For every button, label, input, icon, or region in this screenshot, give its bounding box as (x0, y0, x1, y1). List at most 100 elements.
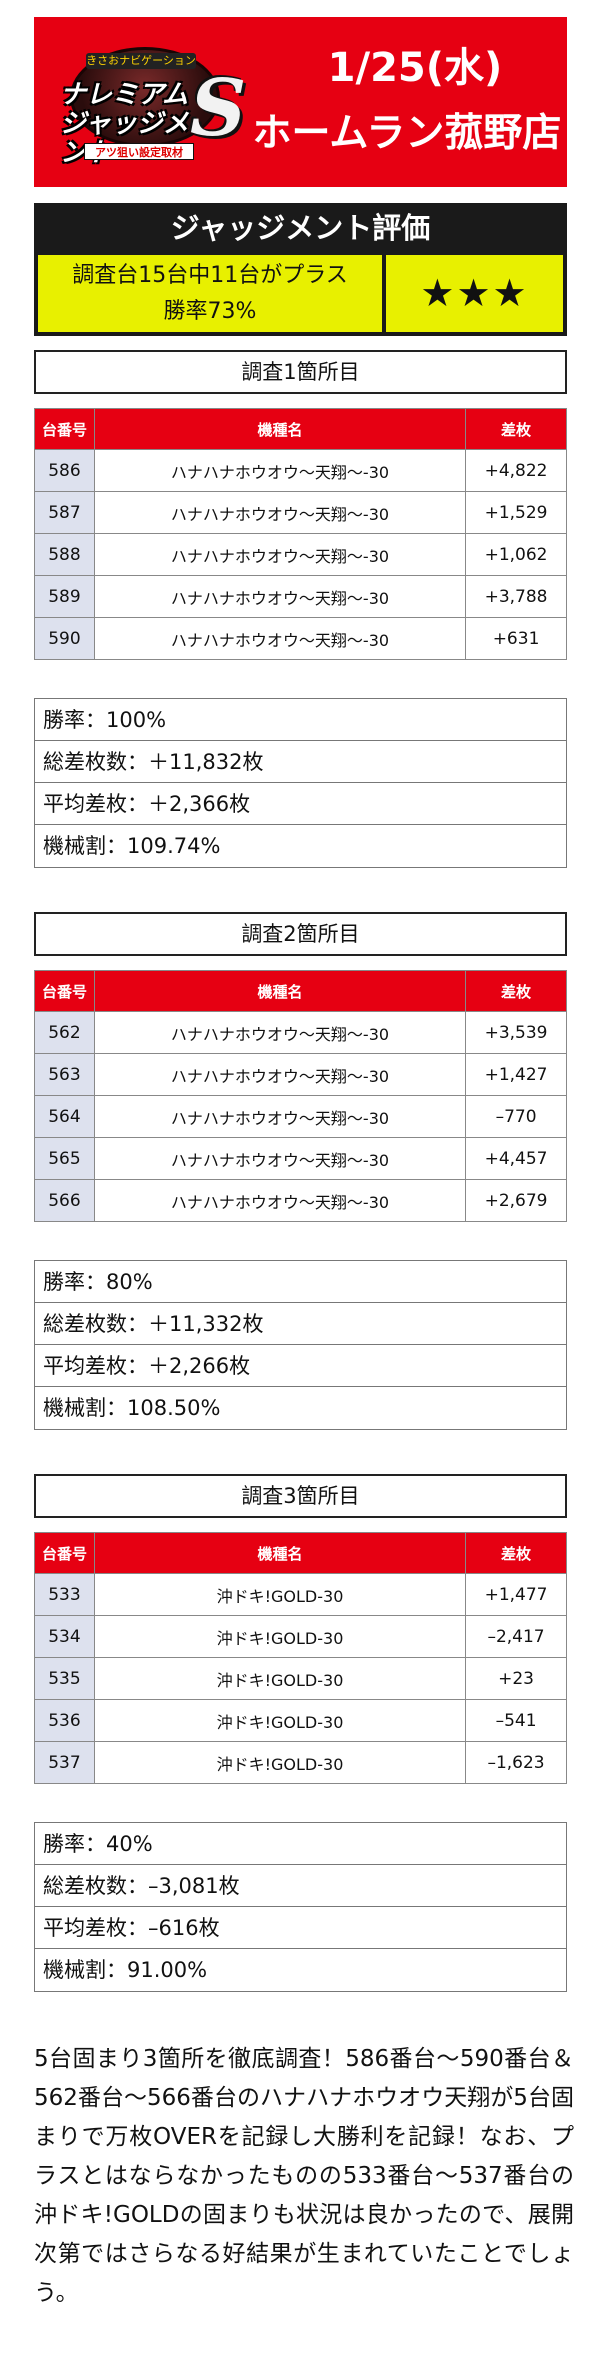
machine-name: 沖ドキ!GOLD-30 (93, 1699, 467, 1742)
coin-diff: +1,529 (465, 491, 567, 534)
machine-name: ハナハナホウオウ〜天翔〜-30 (93, 1053, 467, 1096)
machine-number: 587 (34, 491, 95, 534)
table-header-row: 台番号 機種名 差枚 (34, 970, 567, 1012)
coin-diff: +631 (465, 617, 567, 660)
machine-number: 590 (34, 617, 95, 660)
machine-name: ハナハナホウオウ〜天翔〜-30 (93, 1137, 467, 1180)
col-header-num: 台番号 (34, 408, 95, 450)
coin-diff: +1,062 (465, 533, 567, 576)
machine-name: ハナハナホウオウ〜天翔〜-30 (93, 533, 467, 576)
machine-name: 沖ドキ!GOLD-30 (93, 1657, 467, 1700)
judgement-line2: 勝率73% (163, 299, 257, 324)
machine-number: 563 (34, 1053, 95, 1096)
machine-name: 沖ドキ!GOLD-30 (93, 1741, 467, 1784)
average-diff: 平均差枚：＋2,366枚 (35, 783, 566, 825)
table-row: 588 ハナハナホウオウ〜天翔〜-30 +1,062 (34, 533, 567, 576)
section-title: 調査2箇所目 (34, 912, 567, 956)
judgement-summary: 調査台15台中11台がプラス 勝率73% (38, 255, 382, 332)
machine-name: ハナハナホウオウ〜天翔〜-30 (93, 1011, 467, 1054)
payout-rate: 機械割：109.74% (43, 834, 221, 858)
win-rate: 勝率：40% (35, 1823, 566, 1865)
stats-box: 勝率：100% 総差枚数：＋11,832枚 平均差枚：＋2,366枚 機械割：1… (34, 698, 567, 868)
machine-number: 565 (34, 1137, 95, 1180)
section-title: 調査1箇所目 (34, 350, 567, 394)
results-table: 台番号 機種名 差枚 562 ハナハナホウオウ〜天翔〜-30 +3,539 563 ハ… (34, 970, 567, 1222)
payout-rate: 機械割：108.50% (43, 1396, 221, 1420)
payout-rate: 機械割：91.00% (43, 1958, 208, 1982)
stats-box: 勝率：40% 総差枚数：–3,081枚 平均差枚：–616枚 機械割：91.00… (34, 1822, 567, 1992)
machine-number: 533 (34, 1573, 95, 1616)
machine-name: ハナハナホウオウ〜天翔〜-30 (93, 491, 467, 534)
machine-name: ハナハナホウオウ〜天翔〜-30 (93, 1095, 467, 1138)
header-banner: きさおナビゲーション ナレミアム ジャッジメント S アツ狙い設定取材 1/25… (34, 17, 567, 187)
table-row: 533 沖ドキ!GOLD-30 +1,477 (34, 1573, 567, 1616)
machine-number: 536 (34, 1699, 95, 1742)
table-row: 586 ハナハナホウオウ〜天翔〜-30 +4,822 (34, 449, 567, 492)
stats-box: 勝率：80% 総差枚数：＋11,332枚 平均差枚：＋2,266枚 機械割：10… (34, 1260, 567, 1430)
col-header-name: 機種名 (93, 1532, 467, 1574)
machine-name: ハナハナホウオウ〜天翔〜-30 (93, 1179, 467, 1222)
results-table: 台番号 機種名 差枚 586 ハナハナホウオウ〜天翔〜-30 +4,822 587 ハ… (34, 408, 567, 660)
brand-logo: きさおナビゲーション ナレミアム ジャッジメント S アツ狙い設定取材 (54, 33, 246, 171)
col-header-name: 機種名 (93, 408, 467, 450)
machine-number: 534 (34, 1615, 95, 1658)
coin-diff: +23 (465, 1657, 567, 1700)
coin-diff: +3,788 (465, 575, 567, 618)
logo-tag: きさおナビゲーション (86, 53, 196, 69)
table-row: 536 沖ドキ!GOLD-30 –541 (34, 1699, 567, 1742)
machine-name: ハナハナホウオウ〜天翔〜-30 (93, 575, 467, 618)
machine-name: 沖ドキ!GOLD-30 (93, 1615, 467, 1658)
win-rate: 勝率：80% (35, 1261, 566, 1303)
summary-text: 5台固まり3箇所を徹底調査！586番台〜590番台＆562番台〜566番台のハナ… (34, 2046, 574, 2306)
coin-diff: +1,477 (465, 1573, 567, 1616)
machine-number: 562 (34, 1011, 95, 1054)
table-row: 534 沖ドキ!GOLD-30 –2,417 (34, 1615, 567, 1658)
machine-number: 564 (34, 1095, 95, 1138)
machine-number: 566 (34, 1179, 95, 1222)
results-table: 台番号 機種名 差枚 533 沖ドキ!GOLD-30 +1,477 534 沖ドキ!G… (34, 1532, 567, 1784)
machine-number: 535 (34, 1657, 95, 1700)
coin-diff: –1,623 (465, 1741, 567, 1784)
table-row: 562 ハナハナホウオウ〜天翔〜-30 +3,539 (34, 1011, 567, 1054)
win-rate: 勝率：100% (35, 699, 566, 741)
col-header-num: 台番号 (34, 1532, 95, 1574)
machine-number: 588 (34, 533, 95, 576)
col-header-diff: 差枚 (465, 1532, 567, 1574)
report-date: 1/25(水) (327, 45, 503, 91)
coin-diff: +4,822 (465, 449, 567, 492)
total-diff: 総差枚数：–3,081枚 (35, 1865, 566, 1907)
coin-diff: –2,417 (465, 1615, 567, 1658)
table-row: 590 ハナハナホウオウ〜天翔〜-30 +631 (34, 617, 567, 660)
table-row: 587 ハナハナホウオウ〜天翔〜-30 +1,529 (34, 491, 567, 534)
machine-name: ハナハナホウオウ〜天翔〜-30 (93, 449, 467, 492)
table-row: 564 ハナハナホウオウ〜天翔〜-30 –770 (34, 1095, 567, 1138)
total-diff: 総差枚数：＋11,332枚 (35, 1303, 566, 1345)
col-header-diff: 差枚 (465, 408, 567, 450)
machine-name: ハナハナホウオウ〜天翔〜-30 (93, 617, 467, 660)
machine-number: 589 (34, 575, 95, 618)
coin-diff: +2,679 (465, 1179, 567, 1222)
table-row: 563 ハナハナホウオウ〜天翔〜-30 +1,427 (34, 1053, 567, 1096)
section-title: 調査3箇所目 (34, 1474, 567, 1518)
coin-diff: –770 (465, 1095, 567, 1138)
logo-subtitle: アツ狙い設定取材 (84, 143, 194, 160)
average-diff: 平均差枚：＋2,266枚 (35, 1345, 566, 1387)
table-row: 589 ハナハナホウオウ〜天翔〜-30 +3,788 (34, 575, 567, 618)
judgement-title: ジャッジメント評価 (170, 211, 431, 245)
col-header-diff: 差枚 (465, 970, 567, 1012)
total-diff: 総差枚数：＋11,832枚 (35, 741, 566, 783)
coin-diff: +4,457 (465, 1137, 567, 1180)
machine-number: 586 (34, 449, 95, 492)
coin-diff: +3,539 (465, 1011, 567, 1054)
table-header-row: 台番号 機種名 差枚 (34, 408, 567, 450)
table-row: 535 沖ドキ!GOLD-30 +23 (34, 1657, 567, 1700)
coin-diff: +1,427 (465, 1053, 567, 1096)
machine-number: 537 (34, 1741, 95, 1784)
judgement-panel: ジャッジメント評価 調査台15台中11台がプラス 勝率73% ★★★ (34, 203, 567, 336)
table-row: 566 ハナハナホウオウ〜天翔〜-30 +2,679 (34, 1179, 567, 1222)
table-row: 537 沖ドキ!GOLD-30 –1,623 (34, 1741, 567, 1784)
logo-s-mark: S (190, 63, 247, 154)
table-header-row: 台番号 機種名 差枚 (34, 1532, 567, 1574)
col-header-name: 機種名 (93, 970, 467, 1012)
col-header-num: 台番号 (34, 970, 95, 1012)
